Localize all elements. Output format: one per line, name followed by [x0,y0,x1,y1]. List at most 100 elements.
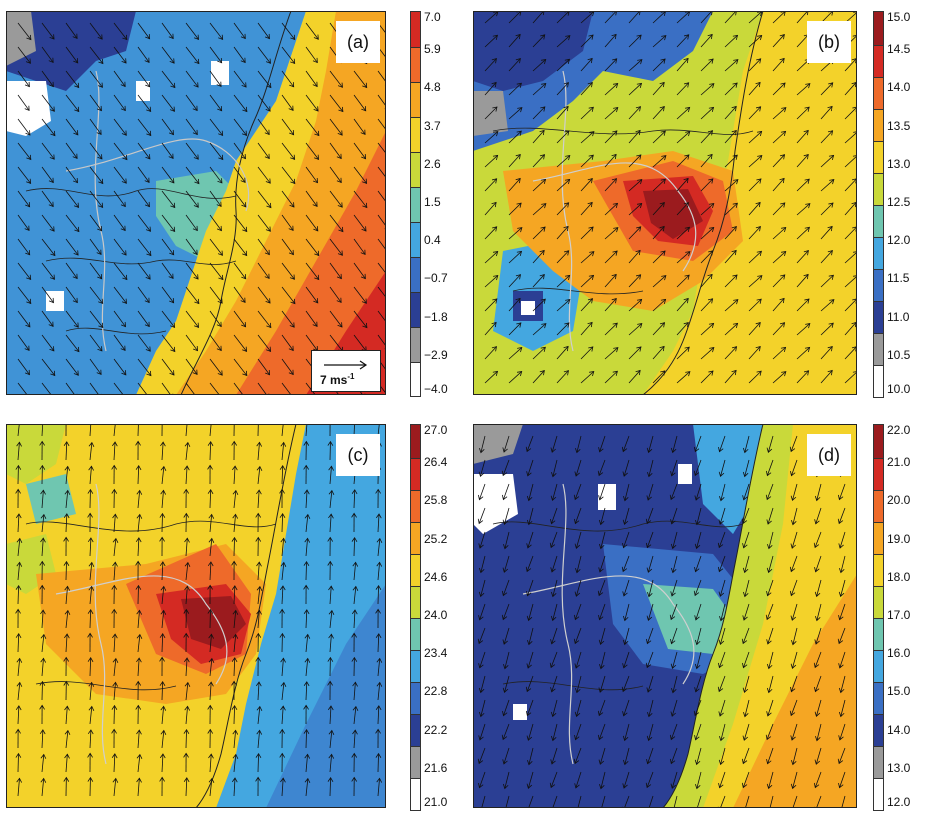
wind-arrow [137,46,150,63]
wind-arrow-head [49,34,55,40]
wind-arrow [576,555,582,573]
wind-arrow-head [74,346,80,353]
wind-arrow-head [478,567,485,574]
wind-arrow [113,166,127,184]
wind-arrow [700,11,713,24]
wind-arrow [604,154,617,168]
wind-arrow-head [790,615,797,621]
wind-arrow-head [303,464,309,470]
wind-arrow [481,795,486,808]
wind-arrow-head [839,567,845,574]
wind-arrow-head [635,274,642,280]
wind-arrow-head [193,274,199,280]
wind-arrow [377,513,380,533]
wind-arrow [724,323,738,336]
wind-arrow [844,82,857,96]
wind-arrow-head [780,202,786,208]
wind-arrow-head [265,58,271,64]
wind-arrow [815,675,822,692]
wind-arrow-head [241,274,247,280]
wind-arrow [257,382,268,395]
wind-arrow-head [40,753,47,759]
wind-arrow [209,778,213,797]
wind-arrow [772,107,787,120]
wind-arrow-head [338,226,344,233]
wind-arrow-head [563,82,569,88]
wind-arrow [720,603,726,621]
wind-arrow-head [814,686,820,693]
wind-arrow [113,22,128,40]
wind-arrow [604,250,618,264]
map-b-city-core [643,189,703,239]
wind-arrow-head [731,369,737,376]
wind-arrow-head [551,471,557,478]
wind-arrow [528,747,534,765]
wind-arrow-head [232,465,238,471]
colorbar-segment [410,10,421,49]
wind-arrow [185,682,189,701]
wind-arrow-head [39,680,46,686]
wind-arrow [137,286,150,303]
wind-arrow-head [827,369,833,376]
wind-arrow-head [622,591,628,597]
wind-arrow [598,723,606,740]
wind-arrow-head [803,370,810,376]
wind-arrow [700,298,713,312]
wind-arrow-head [111,584,118,590]
wind-arrow [113,538,117,557]
wind-arrow [600,627,606,645]
wind-arrow [604,298,617,312]
colorbar-segment [873,488,884,523]
wind-arrow-head [361,298,367,304]
wind-arrow [624,627,630,645]
map-d-snow [678,464,692,484]
wind-arrow [820,250,833,264]
wind-arrow-head [169,250,175,256]
wind-arrow [65,94,80,112]
colorbar-tick-label: 16.0 [887,646,911,661]
wind-arrow [41,166,54,183]
wind-arrow [65,466,69,485]
wind-arrow-head [290,154,296,161]
map-b-snow [521,301,535,315]
wind-arrow-head [336,273,342,280]
wind-arrow [820,155,834,168]
wind-arrow [353,334,367,352]
wind-arrow-head [598,519,605,526]
wind-arrow-head [589,131,595,137]
wind-arrow [767,579,774,596]
wind-arrow [257,22,270,39]
wind-arrow-head [742,662,748,669]
wind-arrow-head [515,33,521,40]
wind-arrow-head [352,705,359,712]
wind-arrow [137,634,141,653]
wind-arrow-head [755,226,761,232]
wind-arrow-head [97,274,103,280]
wind-arrow-head [327,440,334,446]
wind-arrow-head [789,710,796,717]
wind-arrow-head [120,201,126,208]
wind-arrow-head [183,488,189,494]
wind-arrow-head [765,614,772,621]
wind-arrow-head [39,704,45,710]
wind-arrow [742,627,750,644]
wind-arrow [792,627,798,645]
wind-arrow [604,347,619,360]
wind-arrow [604,227,619,240]
wind-arrow [185,358,198,375]
wind-arrow [652,178,666,192]
wind-arrow-head [24,105,30,112]
wind-arrow [700,34,713,48]
wind-arrow-head [491,346,497,352]
map-b [473,11,857,395]
wind-arrow [508,251,522,264]
wind-arrow [281,465,284,485]
wind-arrow-head [685,131,691,137]
panel-label-b: (b) [807,21,851,63]
wind-arrow-head [502,519,509,525]
wind-arrow-head [242,370,248,377]
wind-arrow [17,142,32,160]
wind-arrow-head [790,686,796,693]
wind-arrow [329,190,343,208]
wind-arrow-head [63,776,70,782]
